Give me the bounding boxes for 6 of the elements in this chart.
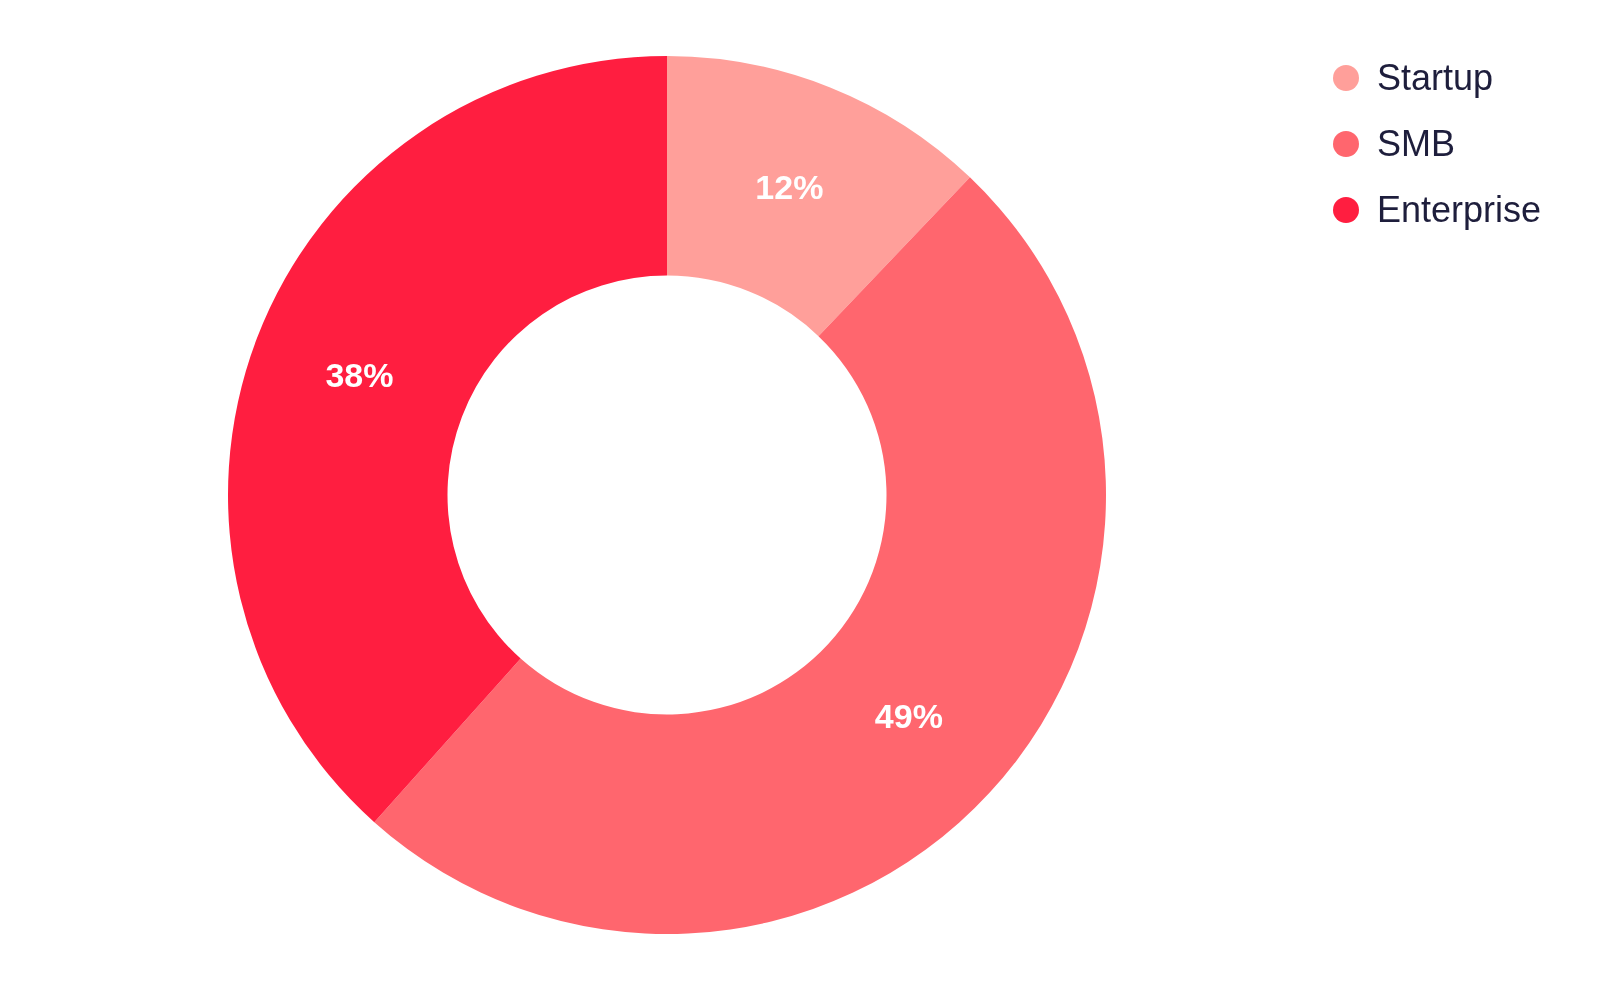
- legend-label: Startup: [1377, 57, 1494, 99]
- data-label: 38%: [325, 355, 394, 394]
- legend-label: Enterprise: [1377, 189, 1542, 231]
- data-label: 49%: [874, 696, 943, 735]
- data-label: 12%: [755, 167, 824, 206]
- legend-label: SMB: [1377, 123, 1456, 165]
